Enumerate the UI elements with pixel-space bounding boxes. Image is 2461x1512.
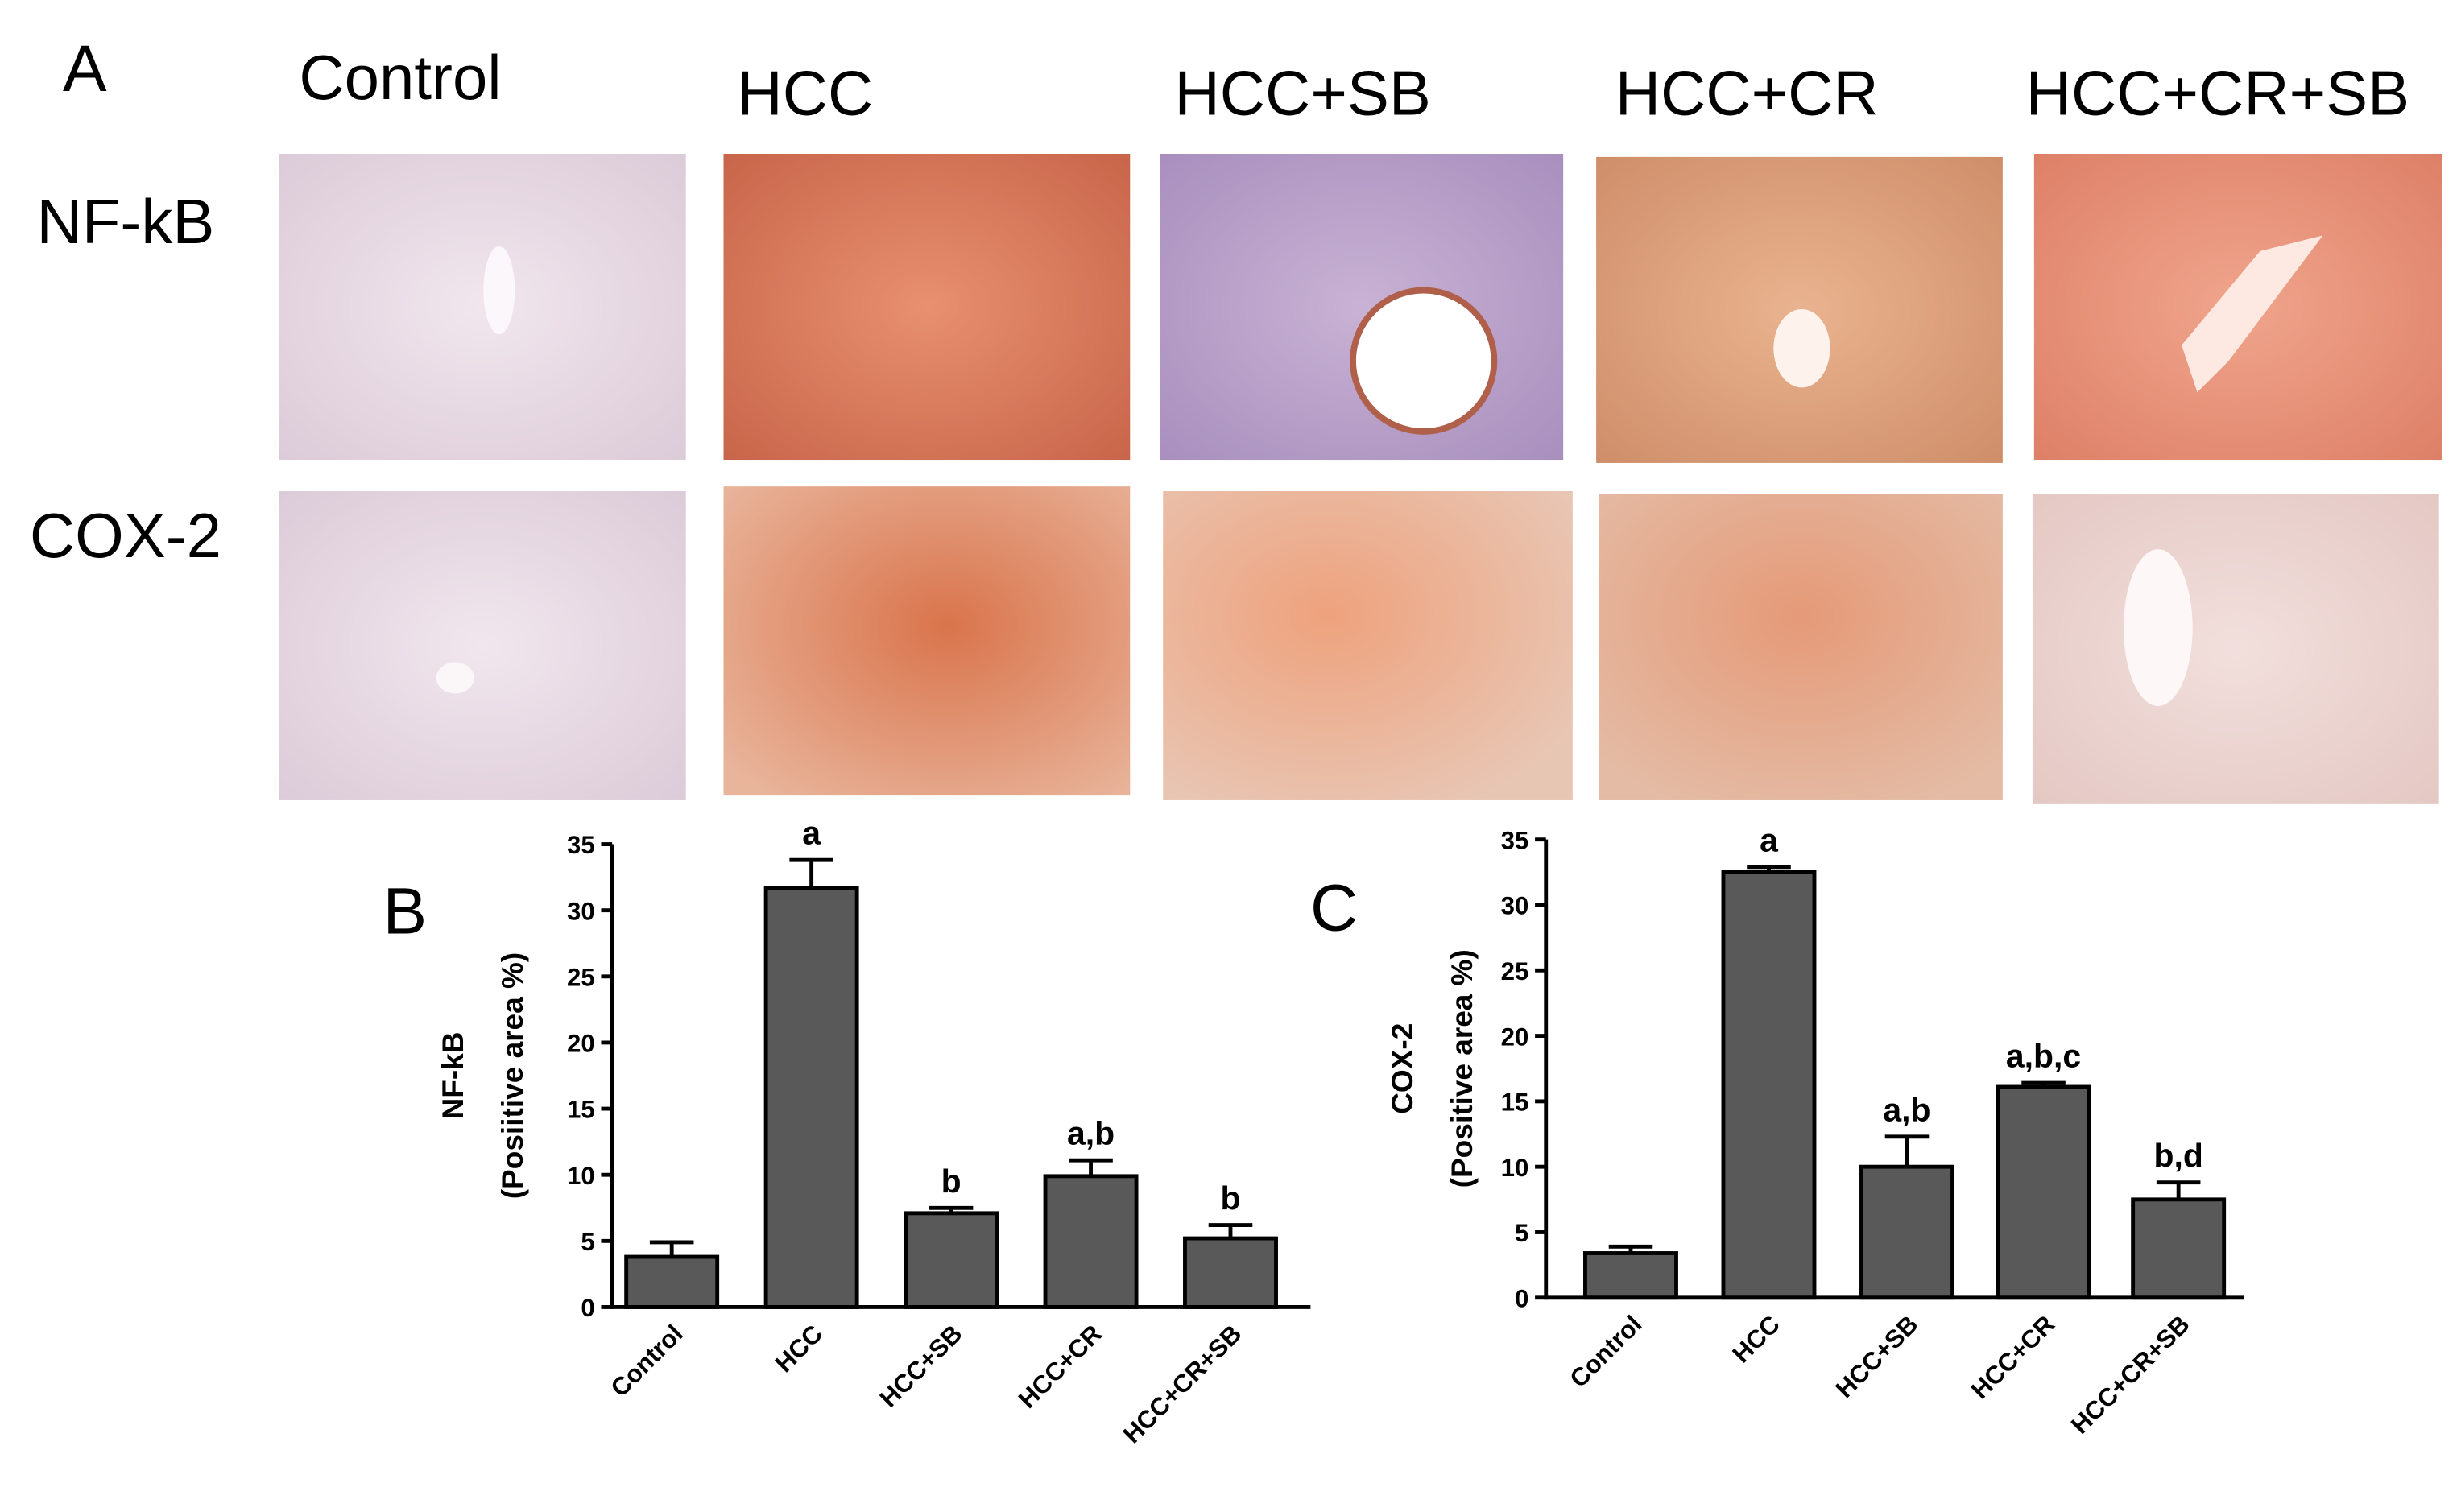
x-tick-label: HCC+CR [1966, 1310, 2060, 1404]
annotation: b [1220, 1179, 1240, 1217]
y-tick-label: 35 [567, 831, 595, 859]
y-tick-label: 30 [567, 897, 595, 925]
micrograph [1160, 153, 1564, 461]
vessel [2123, 549, 2193, 707]
y-tick-label: 0 [581, 1294, 594, 1322]
micrograph [723, 153, 1131, 461]
y-axis-title: (Posiitive area %) [495, 952, 529, 1200]
y-tick-label: 30 [1501, 892, 1529, 920]
y-tick-label: 20 [1501, 1022, 1529, 1051]
bar [904, 1211, 999, 1309]
column-title: HCC+CR+SB [2026, 57, 2409, 128]
bar [1859, 1164, 1954, 1300]
bar [1996, 1084, 2091, 1300]
x-tick-label: HCC [770, 1320, 829, 1378]
annotation: b,d [2153, 1137, 2202, 1174]
vessel [1773, 308, 1830, 388]
panel-label: C [1310, 872, 1358, 945]
row-title: NF-kB [37, 186, 215, 257]
bar [763, 886, 859, 1309]
y-tick-label: 25 [567, 963, 595, 991]
y-tick-label: 5 [581, 1228, 594, 1256]
x-tick-label: HCC+SB [1830, 1310, 1924, 1403]
column-title: HCC+CR [1615, 57, 1879, 128]
micrograph [1599, 494, 2003, 800]
row-title: COX-2 [30, 500, 221, 571]
x-tick-label: Control [606, 1320, 689, 1403]
micrograph [2032, 494, 2439, 804]
annotation: a,b [1883, 1091, 1930, 1128]
micrograph [279, 153, 686, 461]
y-axis-title: NF-kB [436, 1031, 469, 1119]
vessel [436, 662, 474, 694]
micrograph [279, 491, 686, 800]
y-axis-title: COX-2 [1385, 1023, 1419, 1114]
y-tick-label: 20 [567, 1030, 595, 1058]
vessel [1350, 287, 1498, 435]
bar [1583, 1251, 1678, 1300]
annotation: b [941, 1163, 962, 1200]
y-tick-label: 10 [567, 1162, 595, 1190]
bar [2131, 1197, 2227, 1300]
x-tick-label: Control [1564, 1310, 1647, 1393]
panel-label: A [63, 32, 107, 105]
y-tick-label: 35 [1501, 826, 1529, 854]
bar [1043, 1174, 1139, 1309]
x-tick-label: HCC+CR+SB [1118, 1320, 1247, 1449]
bar [624, 1254, 720, 1309]
y-tick-label: 15 [567, 1096, 595, 1124]
column-title: HCC+SB [1174, 57, 1430, 128]
x-tick-label: HCC+CR [1013, 1320, 1107, 1414]
y-axis-title: (Positive area %) [1445, 949, 1479, 1188]
bar [1721, 870, 1817, 1300]
column-title: HCC [737, 57, 873, 128]
annotation: a,b,c [2006, 1038, 2081, 1075]
vessel [483, 246, 515, 335]
column-title: Control [299, 42, 501, 113]
x-tick-label: HCC [1727, 1310, 1786, 1369]
y-tick-label: 25 [1501, 957, 1529, 985]
y-tick-label: 5 [1515, 1219, 1528, 1247]
micrographs [279, 153, 2442, 804]
annotation: a [1760, 821, 1779, 858]
y-tick-label: 10 [1501, 1154, 1529, 1182]
annotation: a [802, 815, 821, 852]
bar [1183, 1236, 1278, 1309]
y-tick-label: 0 [1515, 1284, 1528, 1312]
y-tick-label: 15 [1501, 1089, 1529, 1117]
panel-label: B [383, 875, 428, 948]
micrograph [723, 486, 1131, 796]
micrograph [1163, 491, 1573, 800]
vessel [2182, 235, 2323, 393]
annotation: a,b [1067, 1115, 1115, 1152]
x-tick-label: HCC+SB [875, 1320, 968, 1413]
x-tick-label: HCC+CR+SB [2066, 1310, 2195, 1440]
